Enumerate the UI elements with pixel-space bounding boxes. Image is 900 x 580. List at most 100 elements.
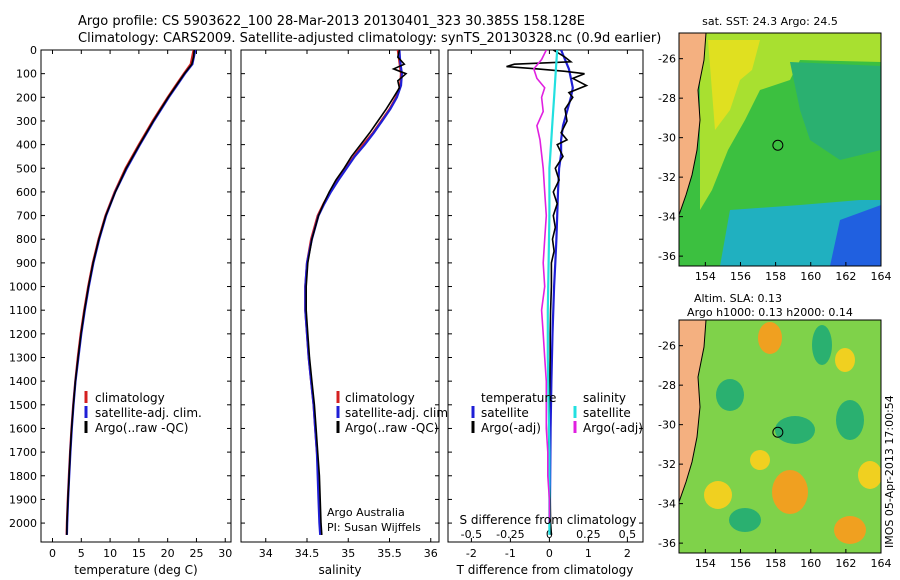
depth-tick-label: 2000 <box>9 517 37 530</box>
sst-field <box>679 33 881 266</box>
x-tick-label: -2 <box>466 547 477 560</box>
x-tick-label: 0 <box>546 547 553 560</box>
sla-map-title-1: Altim. SLA: 0.13 <box>694 292 782 305</box>
lon-tick-label: 162 <box>835 557 856 570</box>
depth-tick-label: 1400 <box>9 375 37 388</box>
depth-tick-label: 600 <box>16 186 37 199</box>
sst-yellow-patch <box>708 40 760 130</box>
series-line-s-satellite <box>546 50 559 535</box>
x-tick-label: 36 <box>424 547 438 560</box>
depth-tick-label: 400 <box>16 139 37 152</box>
sla-argo-location-marker <box>772 426 784 438</box>
depth-tick-label: 1300 <box>9 352 37 365</box>
lon-tick-label: 154 <box>695 270 716 283</box>
lon-tick-label: 164 <box>871 270 892 283</box>
salinity-series <box>304 50 408 535</box>
sla-map-box <box>678 319 882 554</box>
temperature-axis: 0 5 10 15 20 25 30 <box>49 50 232 560</box>
legend-label-t-argo: Argo(-adj) <box>481 421 541 435</box>
sst-teal-region <box>790 62 881 160</box>
sla-feature <box>835 348 855 372</box>
lat-tick-label: -28 <box>658 379 676 392</box>
depth-tick-label: 100 <box>16 68 37 81</box>
lat-tick-label: -34 <box>658 498 676 511</box>
temperature-axes-box <box>40 49 232 543</box>
series-line-t-satellite <box>548 50 574 524</box>
sla-land <box>679 320 706 502</box>
lat-tick-label: -30 <box>658 419 676 432</box>
sst-land <box>679 33 706 215</box>
s-difference-xlabel: S difference from climatology <box>460 513 637 527</box>
header-line-2: Climatology: CARS2009. Satellite-adjuste… <box>78 31 661 46</box>
lat-tick-label: -36 <box>658 250 676 263</box>
lon-tick-label: 162 <box>835 270 856 283</box>
s-tick-label: 0.25 <box>576 528 601 541</box>
lon-tick-label: 164 <box>871 557 892 570</box>
sla-map-panel: Altim. SLA: 0.13 Argo h1000: 0.13 h2000:… <box>658 292 891 570</box>
temperature-panel: 0100200300400500600700800900100011001200… <box>9 44 232 577</box>
sst-map-axes: 154 156 158 160 162 164 -26 -28 -30 -32 -34 -36 <box>658 53 891 283</box>
s-tick-label: 0.5 <box>619 528 637 541</box>
sla-feature <box>834 516 866 544</box>
x-tick-label: 15 <box>132 547 146 560</box>
x-tick-label: 2 <box>624 547 631 560</box>
depth-tick-label: 500 <box>16 162 37 175</box>
sla-feature <box>704 481 732 509</box>
legend-label-climatology: climatology <box>95 391 165 405</box>
depth-tick-label: 1600 <box>9 422 37 435</box>
x-tick-label: -1 <box>505 547 516 560</box>
sla-feature <box>836 400 864 440</box>
depth-tick-label: 700 <box>16 210 37 223</box>
depth-tick-label: 1100 <box>9 304 37 317</box>
lon-tick-label: 160 <box>800 270 821 283</box>
salinity-panel: 34 34.5 35 35.5 36 salinity climatology sate… <box>240 49 452 577</box>
difference-axes-box <box>447 49 644 543</box>
x-tick-label: 34.5 <box>295 547 320 560</box>
x-tick-label: 35.5 <box>377 547 402 560</box>
lat-tick-label: -26 <box>658 53 676 66</box>
lon-tick-label: 158 <box>765 557 786 570</box>
depth-tick-label: 300 <box>16 115 37 128</box>
x-tick-label: 34 <box>259 547 273 560</box>
salinity-axis: 34 34.5 35 35.5 36 <box>259 50 438 560</box>
x-tick-label: 1 <box>585 547 592 560</box>
lat-tick-label: -32 <box>658 458 676 471</box>
lat-tick-label: -28 <box>658 92 676 105</box>
difference-series <box>506 50 589 535</box>
depth-tick-label: 1800 <box>9 470 37 483</box>
sst-coastline <box>679 33 707 216</box>
temperature-series <box>65 50 197 535</box>
lat-tick-label: -32 <box>658 171 676 184</box>
legend-title-salinity: salinity <box>583 391 626 405</box>
t-difference-xlabel: T difference from climatology <box>456 563 634 577</box>
depth-tick-label: 1000 <box>9 281 37 294</box>
legend-label-satellite: satellite-adj. clim. <box>345 406 452 420</box>
sst-map-panel: sat. SST: 24.3 Argo: 24.5 154 156 158 160 16… <box>658 15 891 283</box>
sla-feature <box>758 322 782 354</box>
t-difference-axis: -2 -1 0 1 2 <box>466 50 631 560</box>
sla-feature <box>772 470 808 514</box>
sst-argo-location-marker <box>772 139 784 151</box>
x-tick-label: 30 <box>218 547 232 560</box>
annotation-argo-australia: Argo Australia <box>327 506 405 519</box>
legend-label-argo: Argo(..raw -QC) <box>345 421 438 435</box>
lon-tick-label: 154 <box>695 557 716 570</box>
sla-feature <box>858 461 881 489</box>
sla-feature <box>729 508 761 532</box>
sla-coastline <box>679 320 707 503</box>
salinity-axes-box <box>240 49 440 543</box>
s-tick-label: -0.5 <box>461 528 482 541</box>
sla-feature <box>775 416 815 444</box>
x-tick-label: 10 <box>103 547 117 560</box>
lon-tick-label: 160 <box>800 557 821 570</box>
salinity-depth-ticks <box>241 49 439 524</box>
depth-tick-label: 1200 <box>9 328 37 341</box>
depth-tick-label: 1900 <box>9 493 37 506</box>
legend-label-climatology: climatology <box>345 391 415 405</box>
legend-label-argo: Argo(..raw -QC) <box>95 421 188 435</box>
x-tick-label: 20 <box>161 547 175 560</box>
legend-label-t-satellite: satellite <box>481 406 529 420</box>
difference-depth-ticks <box>448 49 643 524</box>
sla-feature <box>750 450 770 470</box>
